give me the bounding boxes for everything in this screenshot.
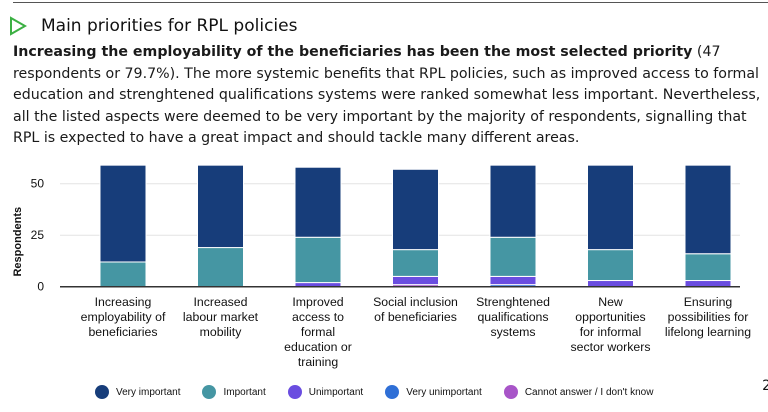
legend-swatch [503, 385, 518, 399]
y-axis-title: Respondents [12, 207, 24, 277]
legend-item: Cannot answer / I don't know [503, 385, 654, 399]
bar-segment [587, 249, 634, 282]
bar-segment [392, 249, 439, 277]
legend-label: Unimportant [308, 386, 364, 398]
bar-segment [392, 168, 439, 251]
x-tick-label: Ensuring possibilities for lifelong learni… [664, 295, 752, 339]
x-tick-label: Increased labour market mobility [182, 295, 259, 339]
y-tick-label: 0 [37, 280, 44, 294]
bar-segment [587, 164, 634, 251]
bar-segment [294, 236, 342, 284]
bar-segment [294, 166, 342, 238]
x-tick-label: Increasing employability of beneficiaries [80, 295, 166, 339]
section-title: Main priorities for RPL policies [41, 16, 298, 36]
bar-segment [587, 280, 634, 288]
legend-item: Important [202, 385, 266, 399]
x-tick-label: Strenghtened qualifications systems [476, 295, 550, 339]
bar-segment [684, 253, 732, 282]
bar-segment [392, 275, 439, 286]
summary-rest: (47 respondents or 79.7%). The more syst… [13, 44, 761, 146]
stacked-bar-chart: 0 25 50 Respondents [12, 164, 740, 294]
legend-item: Very unimportant [385, 385, 482, 399]
bar-segment [489, 236, 537, 277]
legend-swatch [202, 385, 217, 399]
x-tick-label: New opportunities for informal sector worke… [570, 295, 651, 354]
chart-legend: Very important Important Unimportant Very u… [95, 385, 675, 399]
legend-swatch [287, 385, 302, 399]
bar-segment [197, 164, 244, 249]
legend-swatch [95, 385, 109, 399]
legend-item: Very important [95, 385, 180, 399]
play-triangle-icon [10, 16, 28, 36]
bar-segment [489, 164, 537, 238]
legend-item: Unimportant [287, 385, 364, 399]
legend-label: Very unimportant [406, 386, 482, 398]
legend-label: Very important [116, 386, 181, 398]
bar-segment [99, 164, 147, 263]
bar-segment [99, 261, 147, 288]
summary-paragraph: Increasing the employability of the bene… [13, 42, 765, 150]
summary-bold: Increasing the employability of the bene… [13, 44, 693, 60]
x-tick-label: Social inclusion of beneficiaries [373, 295, 458, 324]
x-tick-label: Improved access to formal education or train… [284, 295, 352, 369]
legend-label: Important [223, 386, 266, 398]
bar-segment [197, 247, 244, 288]
y-tick-label: 25 [31, 228, 45, 242]
section-header: Main priorities for RPL policies [8, 16, 297, 36]
y-tick-label: 50 [31, 177, 45, 191]
bar-segment [684, 164, 732, 255]
top-divider [13, 2, 768, 3]
bar-segment [489, 275, 537, 286]
legend-swatch [385, 385, 400, 399]
page-number: 2 [762, 378, 768, 394]
legend-label: Cannot answer / I don't know [524, 386, 654, 398]
bar-segment [684, 280, 732, 288]
